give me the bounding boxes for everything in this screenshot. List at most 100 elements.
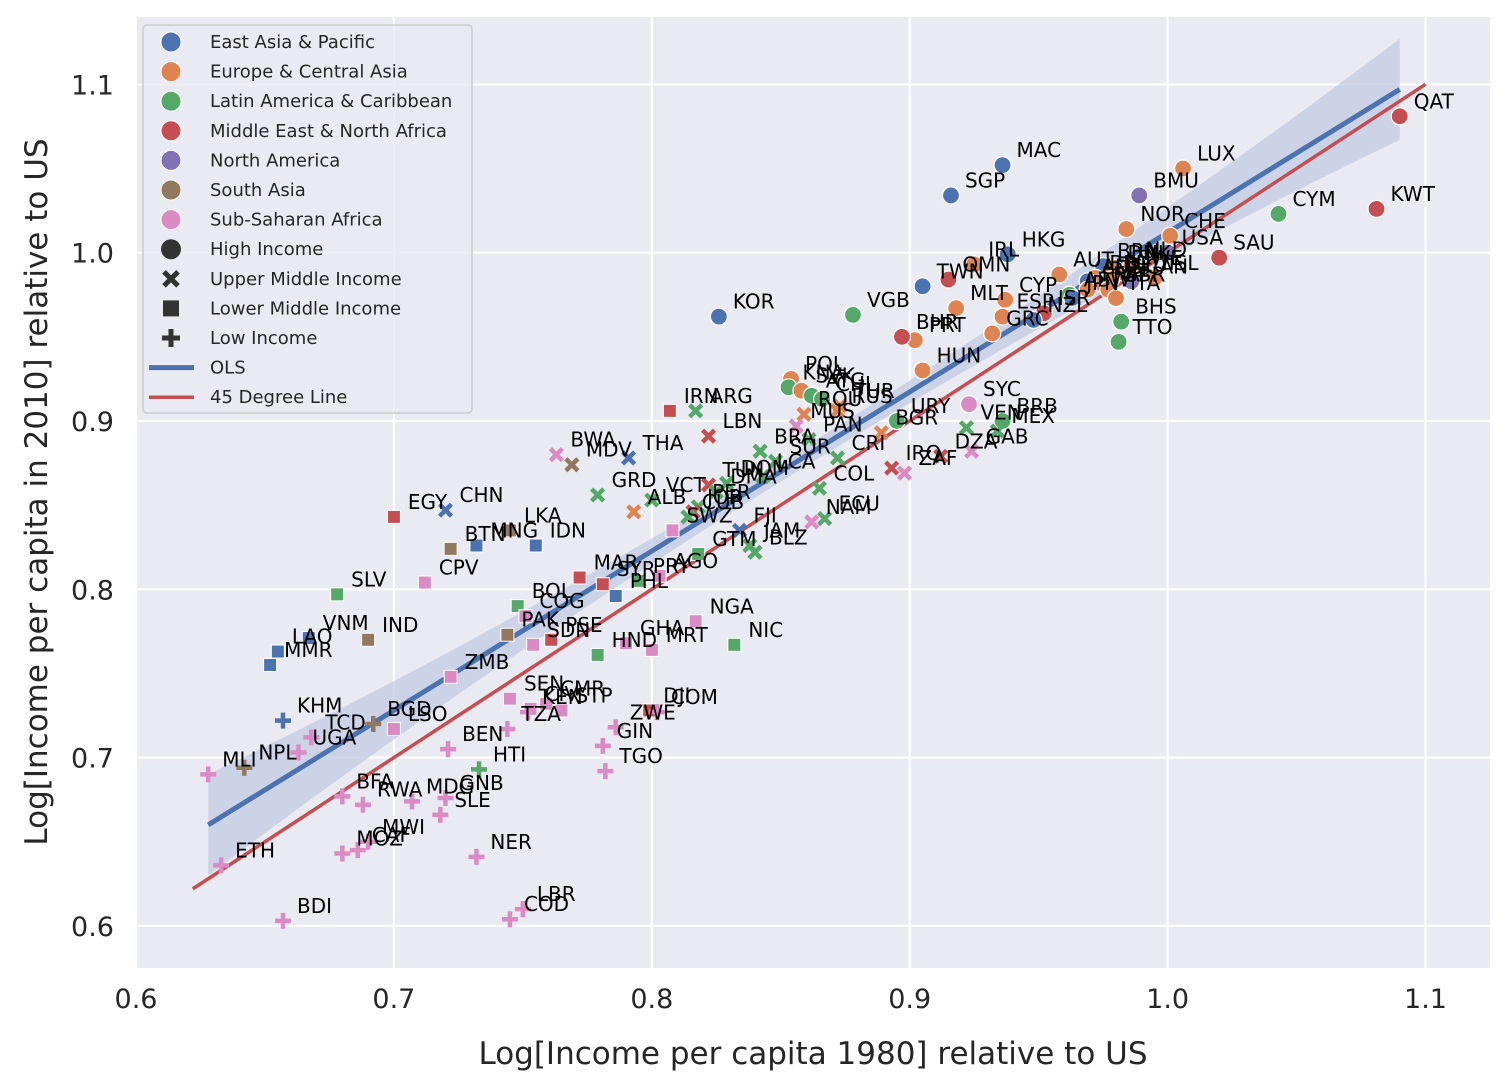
data-point: [590, 487, 606, 503]
data-point: [644, 492, 660, 508]
point-label: ROU: [818, 387, 862, 411]
point-label: NZL: [1048, 293, 1089, 317]
y-tick-label: 0.9: [71, 407, 114, 438]
point-label: URY: [911, 394, 951, 418]
data-point: [275, 712, 292, 729]
point-label: NAM: [826, 495, 872, 519]
point-label: SEN: [524, 672, 564, 696]
point-label: MAC: [1017, 138, 1062, 162]
point-label: GTM: [712, 527, 756, 551]
point-label: MNG: [490, 519, 538, 543]
point-label: NGA: [710, 594, 754, 618]
data-point: [544, 632, 559, 647]
point-label: BEL: [1109, 251, 1147, 275]
point-label: BRB: [1017, 394, 1058, 418]
data-point: [236, 759, 253, 776]
data-point: [403, 793, 420, 810]
point-label: GRC: [1006, 306, 1048, 330]
legend-marker: [160, 61, 182, 83]
x-axis-label: Log[Income per capita 1980] relative to …: [478, 1036, 1147, 1072]
point-label: HND: [612, 628, 657, 652]
legend-label: OLS: [210, 358, 246, 379]
point-label: CIV: [545, 682, 579, 706]
point-label: HKG: [1022, 227, 1066, 251]
point-label: BGD: [387, 697, 431, 721]
data-point: [1109, 332, 1128, 351]
point-label: BHS: [1135, 295, 1176, 319]
data-point: [501, 911, 518, 928]
data-point: [688, 614, 703, 629]
point-label: TGO: [618, 744, 662, 768]
point-label: PRY: [653, 554, 691, 578]
x-tick-label: 0.8: [630, 984, 673, 1015]
point-label: ESP: [1017, 290, 1054, 314]
point-label: IND: [382, 613, 418, 637]
data-point: [1210, 248, 1229, 267]
data-point: [768, 453, 784, 469]
data-point: [502, 691, 517, 706]
data-point: [747, 544, 763, 560]
data-point: [631, 573, 646, 588]
point-label: BGR: [895, 406, 938, 430]
point-label: BFA: [356, 769, 393, 793]
point-label: MDG: [426, 774, 474, 798]
point-label: BLZ: [769, 525, 808, 549]
point-label: CYP: [1019, 273, 1057, 297]
y-axis-label: Log[Income per capita in 2010] relative …: [19, 138, 55, 845]
data-point: [887, 411, 906, 431]
point-label: TTO: [1132, 315, 1173, 339]
legend-label: High Income: [210, 239, 323, 260]
legend-label: Lower Middle Income: [210, 298, 401, 319]
point-label: SAU: [1233, 231, 1274, 255]
point-label: JAM: [762, 519, 800, 543]
data-point: [1063, 288, 1082, 308]
point-label: DJI: [663, 683, 690, 707]
point-label: VGB: [867, 288, 910, 312]
data-point: [500, 627, 515, 642]
point-label: LAO: [292, 625, 333, 649]
data-point: [700, 428, 717, 444]
point-label: GRD: [612, 468, 657, 492]
data-point: [607, 719, 624, 736]
point-label: DMA: [730, 465, 777, 489]
point-label: BHR: [916, 310, 959, 334]
point-label: MRT: [666, 623, 709, 647]
data-point: [354, 796, 371, 813]
legend-label: Upper Middle Income: [210, 269, 402, 290]
point-label: CUB: [702, 490, 744, 514]
regression-lines: [191, 82, 1427, 891]
data-point: [843, 305, 863, 325]
point-label: TUR: [853, 379, 895, 403]
legend-label: Middle East & North Africa: [210, 121, 447, 142]
data-point: [621, 450, 637, 466]
data-point: [590, 647, 605, 662]
data-point: [829, 403, 846, 419]
legend-label: Latin America & Caribbean: [210, 91, 452, 112]
point-label: MOZ: [356, 827, 403, 851]
data-point: [1024, 310, 1043, 330]
y-tick-label: 0.7: [71, 744, 114, 775]
y-tick-label: 1.0: [71, 239, 114, 270]
data-point: [417, 575, 432, 590]
point-label: BRA: [774, 424, 815, 448]
legend-marker: [160, 179, 182, 201]
point-label: NIC: [748, 618, 783, 642]
data-point: [334, 788, 351, 805]
point-label: BWA: [570, 428, 616, 452]
data-point: [595, 577, 610, 592]
data-point: [213, 857, 230, 874]
data-point: [896, 465, 913, 481]
point-label: MEX: [1011, 404, 1055, 428]
data-point: [1367, 199, 1386, 218]
data-point: [361, 632, 376, 647]
data-point: [564, 457, 580, 473]
x-tick-label: 0.7: [372, 984, 415, 1015]
point-label: KHM: [297, 694, 342, 718]
data-point: [526, 637, 541, 652]
x-tick-label: 1.1: [1404, 984, 1447, 1015]
data-point: [788, 418, 804, 434]
point-label: OMN: [962, 253, 1010, 277]
legend-marker: [162, 270, 180, 288]
point-label: KWT: [1391, 182, 1436, 206]
point-label: DEU: [1125, 253, 1168, 277]
